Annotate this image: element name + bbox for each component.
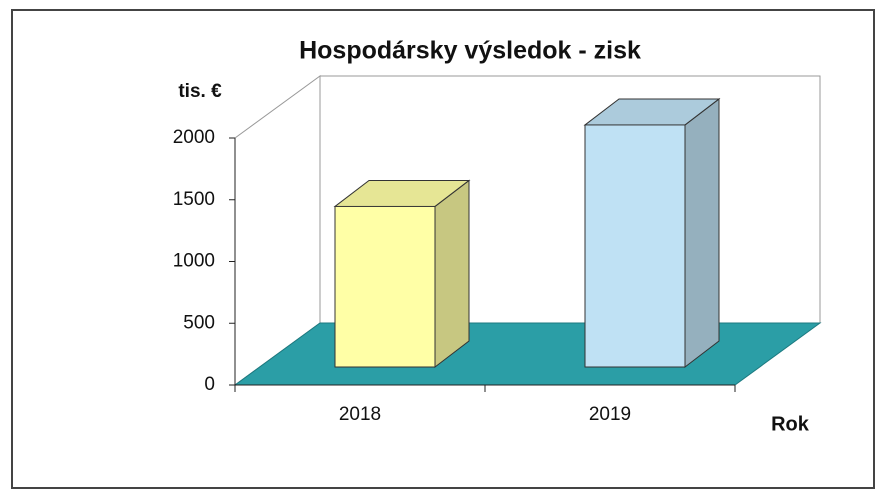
y-tick-label: 2000 bbox=[173, 127, 215, 148]
y-tick-label: 1500 bbox=[173, 189, 215, 210]
bar bbox=[584, 124, 686, 368]
x-tick-label: 2019 bbox=[589, 404, 631, 425]
bar bbox=[334, 205, 436, 368]
bar-side bbox=[684, 97, 720, 369]
x-axis-label: Rok bbox=[771, 413, 810, 435]
x-tick-label: 2018 bbox=[339, 404, 381, 425]
chart-title: Hospodársky výsledok - zisk bbox=[299, 37, 641, 65]
y-axis-label: tis. € bbox=[178, 81, 222, 102]
floor bbox=[233, 322, 822, 386]
y-tick-label: 0 bbox=[204, 374, 215, 395]
y-tick-label: 1000 bbox=[173, 251, 215, 272]
bar-side bbox=[434, 179, 470, 369]
y-tick-label: 500 bbox=[183, 312, 215, 333]
